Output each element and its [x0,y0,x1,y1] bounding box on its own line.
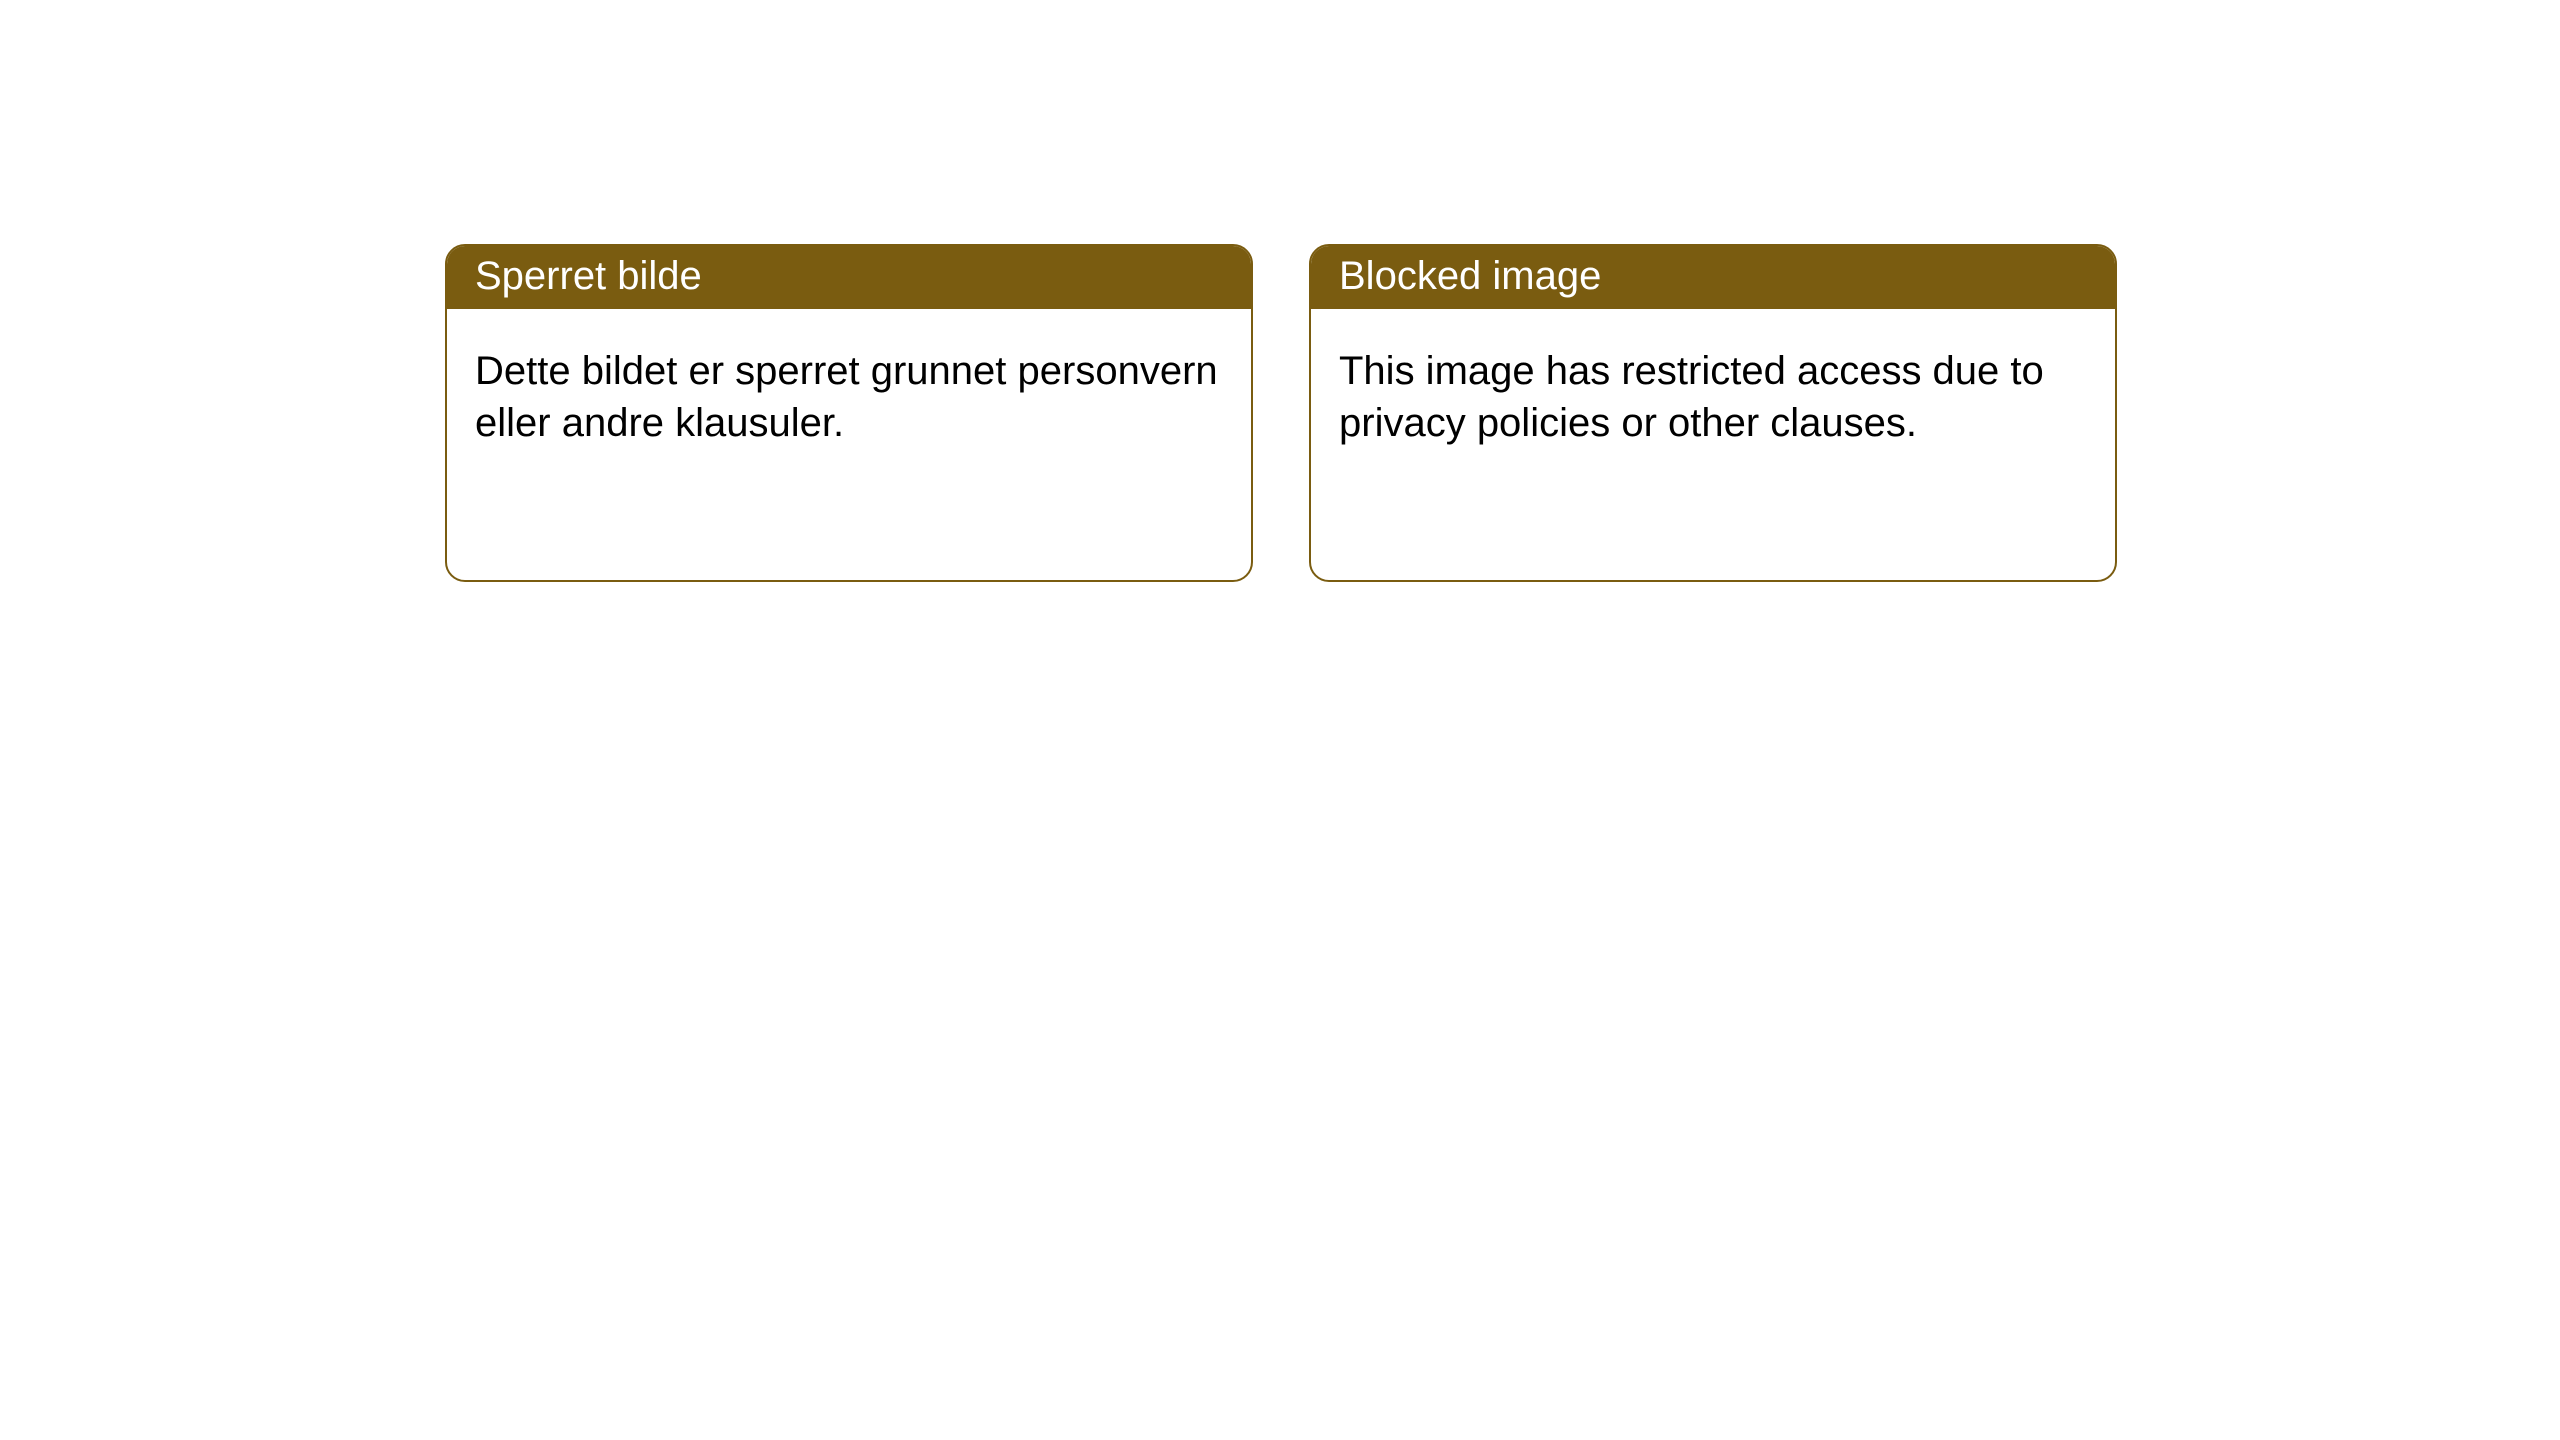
notice-card-norwegian: Sperret bilde Dette bildet er sperret gr… [445,244,1253,582]
card-body: Dette bildet er sperret grunnet personve… [447,309,1251,485]
card-body-text: This image has restricted access due to … [1339,349,2044,445]
notice-card-english: Blocked image This image has restricted … [1309,244,2117,582]
card-header: Blocked image [1311,246,2115,309]
card-title: Blocked image [1339,254,1601,298]
notice-cards-container: Sperret bilde Dette bildet er sperret gr… [445,244,2117,582]
card-body: This image has restricted access due to … [1311,309,2115,485]
card-title: Sperret bilde [475,254,702,298]
card-body-text: Dette bildet er sperret grunnet personve… [475,349,1218,445]
card-header: Sperret bilde [447,246,1251,309]
